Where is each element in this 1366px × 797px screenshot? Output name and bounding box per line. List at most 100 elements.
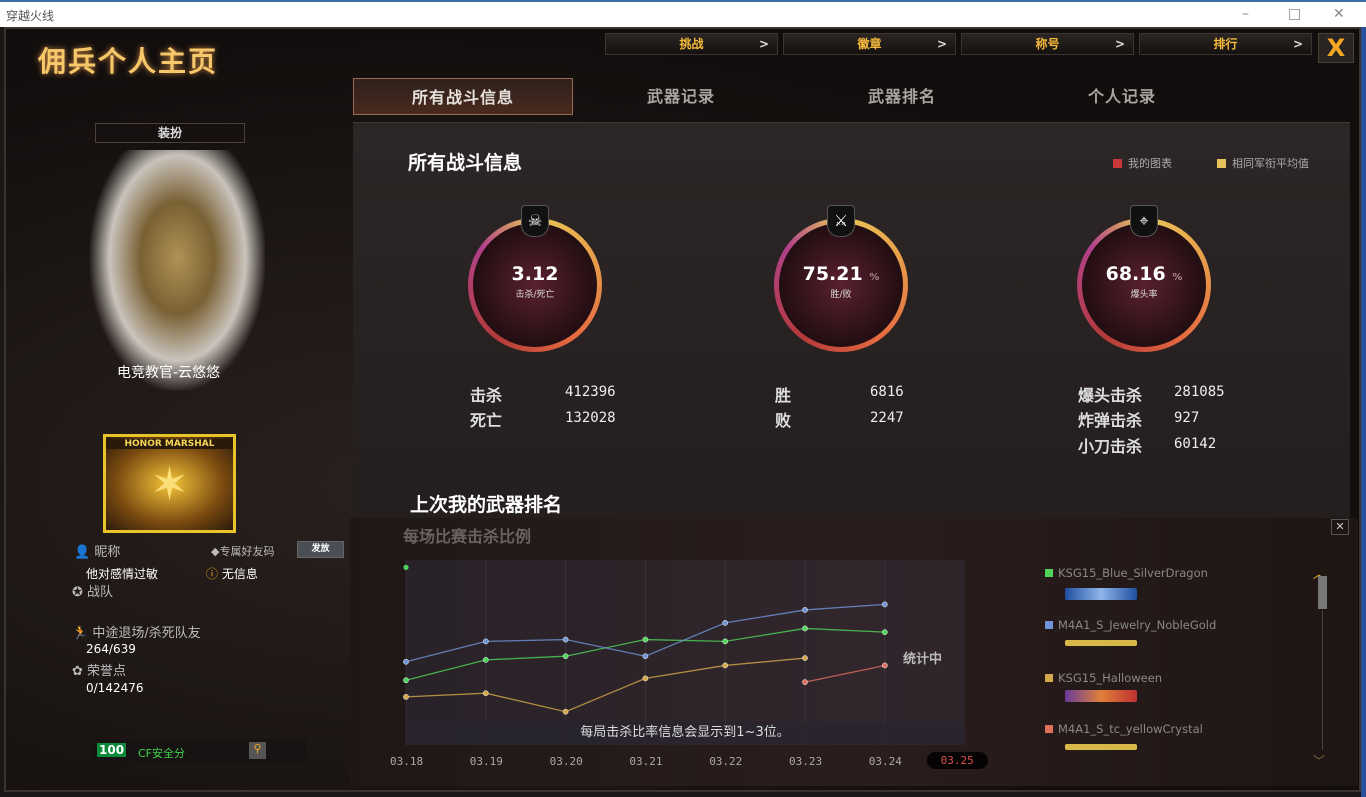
close-icon[interactable]: X bbox=[1318, 33, 1354, 63]
chart-subtitle: 每场比赛击杀比例 bbox=[403, 527, 532, 546]
data-point bbox=[482, 690, 489, 697]
x-tick-label: 03.23 bbox=[789, 755, 823, 768]
data-point bbox=[482, 657, 489, 663]
window-edge bbox=[1361, 27, 1366, 797]
value-text: 无信息 bbox=[221, 567, 258, 581]
weapon-legend-item[interactable]: KSG15_Blue_SilverDragon bbox=[1045, 566, 1208, 580]
data-point bbox=[642, 675, 649, 682]
x-tick-label: 03.21 bbox=[629, 755, 663, 768]
friend-code-value: ⓘ 无信息 bbox=[206, 565, 258, 582]
chart-note: 每局击杀比率信息会显示到1~3位。 bbox=[405, 722, 965, 744]
weapon-name: M4A1_S_tc_yellowCrystal bbox=[1058, 722, 1203, 736]
tab-weapon-records[interactable]: 武器记录 bbox=[646, 87, 715, 106]
series-line bbox=[804, 664, 885, 683]
tab-all-battle-info[interactable]: 所有战斗信息 bbox=[353, 78, 573, 115]
minimize-button[interactable]: – bbox=[1242, 6, 1249, 22]
scrollbar-thumb[interactable] bbox=[1318, 576, 1327, 609]
scroll-down-icon[interactable]: ﹀ bbox=[1313, 754, 1326, 768]
nav-label: 徽章 bbox=[857, 37, 882, 51]
stat-label: 击杀 bbox=[470, 386, 503, 405]
window-close-button[interactable]: ✕ bbox=[1333, 6, 1345, 22]
leaf-icon: ✿ bbox=[72, 664, 83, 679]
weapon-legend-item[interactable]: KSG15_Halloween bbox=[1045, 671, 1162, 685]
weapon-legend-item[interactable]: M4A1_S_tc_yellowCrystal bbox=[1045, 722, 1203, 736]
kd-circle: 3.12 击杀/死亡 bbox=[468, 218, 602, 352]
data-point bbox=[802, 655, 808, 661]
character-avatar bbox=[90, 150, 265, 390]
chevron-right-icon: > bbox=[1114, 37, 1125, 51]
app-title: 佣兵个人主页 bbox=[38, 45, 219, 78]
send-button[interactable]: 发放 bbox=[297, 541, 344, 558]
legend-swatch bbox=[1045, 725, 1053, 733]
x-tick-label[interactable]: 03.25 bbox=[926, 752, 988, 769]
pending-label: 统计中 bbox=[903, 652, 943, 667]
stat-value: 927 bbox=[1174, 410, 1200, 426]
search-icon[interactable]: ⚲ bbox=[249, 742, 266, 759]
legend-text: 我的图表 bbox=[1128, 157, 1172, 170]
headshot-label: 爆头率 bbox=[1130, 290, 1158, 300]
line-chart bbox=[403, 560, 965, 745]
quit-value: 264/639 bbox=[86, 642, 136, 656]
clan-label: ✪ 战队 bbox=[72, 581, 113, 600]
legend-swatch bbox=[1045, 569, 1053, 577]
stat-value: 60142 bbox=[1174, 436, 1217, 452]
weapon-name: KSG15_Halloween bbox=[1058, 671, 1163, 685]
nav-challenge[interactable]: 挑战 > bbox=[605, 33, 778, 55]
section-title: 所有战斗信息 bbox=[408, 152, 523, 174]
x-tick-label: 03.19 bbox=[469, 755, 503, 768]
kd-value: 3.12 bbox=[511, 263, 559, 285]
plot-area bbox=[406, 560, 965, 745]
stat-label: 败 bbox=[775, 411, 792, 430]
x-tick-label: 03.24 bbox=[868, 755, 902, 768]
unit: % bbox=[869, 272, 880, 283]
dress-button[interactable]: 装扮 bbox=[95, 123, 245, 143]
label-text: 荣誉点 bbox=[87, 664, 127, 679]
tag-icon: ◆ bbox=[211, 545, 220, 558]
tab-personal-records[interactable]: 个人记录 bbox=[1087, 87, 1156, 106]
nav-label: 称号 bbox=[1035, 37, 1060, 51]
rank-badge-label: HONOR MARSHAL bbox=[106, 439, 233, 449]
legend-swatch bbox=[1113, 159, 1122, 168]
stat-label: 炸弹击杀 bbox=[1078, 411, 1143, 430]
data-point bbox=[722, 638, 729, 645]
crossed-guns-icon: ⚔ bbox=[827, 205, 855, 237]
nav-label: 排行 bbox=[1213, 37, 1238, 51]
winrate-label: 胜/败 bbox=[830, 290, 852, 300]
skull-icon: ☠ bbox=[521, 205, 549, 237]
maximize-button[interactable]: □ bbox=[1288, 6, 1302, 22]
nickname-value: 他对感情过敏 bbox=[86, 567, 159, 581]
tab-weapon-ranking[interactable]: 武器排名 bbox=[867, 87, 936, 106]
nav-ranking[interactable]: 排行 > bbox=[1139, 33, 1312, 55]
window-title: 穿越火线 bbox=[6, 9, 55, 23]
character-name: 电竞教官-云悠悠 bbox=[117, 365, 221, 381]
security-bar bbox=[92, 739, 307, 763]
data-point bbox=[562, 636, 569, 643]
data-point bbox=[642, 653, 649, 660]
nav-titles[interactable]: 称号 > bbox=[961, 33, 1134, 55]
data-point bbox=[722, 662, 729, 669]
stat-label: 胜 bbox=[775, 386, 792, 405]
nav-label: 挑战 bbox=[679, 37, 704, 51]
data-point bbox=[403, 564, 409, 570]
data-point bbox=[403, 694, 409, 700]
winrate-value: 75.21 bbox=[802, 263, 863, 285]
weapon-legend-item[interactable]: M4A1_S_Jewelry_NobleGold bbox=[1045, 618, 1216, 632]
help-icon[interactable]: ⓘ bbox=[206, 567, 219, 581]
kd-label: 击杀/死亡 bbox=[515, 290, 555, 300]
x-tick-label: 03.18 bbox=[390, 755, 424, 768]
data-point bbox=[562, 653, 569, 660]
label-text: 昵称 bbox=[94, 545, 121, 560]
user-icon: 👤 bbox=[74, 545, 91, 560]
scrollbar-track[interactable] bbox=[1322, 610, 1323, 750]
weapon-image bbox=[1065, 640, 1137, 646]
data-point bbox=[403, 658, 409, 665]
weapon-image bbox=[1065, 690, 1137, 702]
title-bar: 穿越火线 – □ ✕ bbox=[0, 0, 1366, 27]
star-icon: ✶ bbox=[150, 457, 189, 511]
nickname-label: 👤 昵称 bbox=[74, 541, 120, 560]
x-tick-label: 03.22 bbox=[709, 755, 743, 768]
close-icon[interactable]: ✕ bbox=[1331, 519, 1349, 535]
legend-text: 相同军衔平均值 bbox=[1232, 157, 1309, 170]
label-text: 战队 bbox=[87, 585, 114, 600]
nav-badges[interactable]: 徽章 > bbox=[783, 33, 956, 55]
